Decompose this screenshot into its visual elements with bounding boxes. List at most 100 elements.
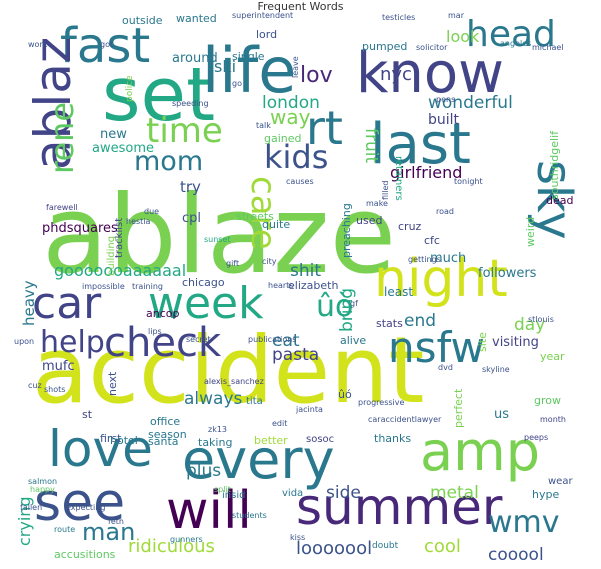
word-taking: taking [198, 436, 232, 449]
word-work: work [28, 40, 48, 49]
word-progressive: progressive [358, 398, 404, 407]
word-streets: streets [236, 210, 274, 223]
word-gooooooaaaaaal: gooooooaaaaaal [54, 261, 186, 280]
word-awesome: awesome [92, 141, 154, 156]
word-followers: followers [478, 266, 537, 281]
word-ancop: ancop [146, 307, 179, 320]
word-hotel: hotel [110, 434, 138, 447]
word-set: set [102, 52, 215, 138]
word-kids: kids [264, 138, 328, 176]
word-route: route [54, 525, 75, 534]
word-phdsquares: phdsquares [42, 221, 118, 236]
word-check: check [104, 320, 222, 366]
word-fallen: fallen [20, 503, 42, 512]
word-office: office [150, 415, 180, 428]
word-around: around [172, 51, 218, 66]
word-much: much [430, 251, 466, 266]
word-mar: mar [448, 11, 465, 20]
word-gunners: gunners [170, 535, 203, 544]
word-testicles: testicles [382, 13, 415, 22]
word-nyc: nyc [380, 64, 412, 85]
word-next: next [106, 371, 119, 396]
word-looooool: looooool [296, 538, 372, 559]
word-alexis-sanchez: alexis_sanchez [204, 377, 264, 386]
word--: ûò [316, 289, 353, 324]
word-vida: vida [282, 488, 303, 499]
word-london: london [262, 93, 320, 113]
word-sunset: sunset [204, 235, 231, 244]
word-accident: accident [32, 317, 424, 424]
word-car: car [32, 278, 102, 329]
word-preaching: preaching [340, 203, 353, 258]
word-jacinta: jacinta [295, 405, 323, 414]
word-will: will [166, 481, 252, 541]
word-first: first [100, 432, 122, 445]
word-cruz: cruz [398, 220, 422, 233]
word-bring: bring [337, 288, 357, 332]
word-crying: crying [15, 496, 34, 546]
word-cuz: cuz [28, 381, 42, 390]
word-lips: lips [148, 327, 162, 336]
word-wear: wear [548, 476, 573, 487]
word-edit: edit [272, 419, 287, 428]
word-week: week [148, 278, 264, 329]
word-wonderful: wonderful [428, 93, 513, 113]
word-impossible: impossible [82, 282, 125, 291]
word-man: man [82, 518, 135, 546]
word-thanks: thanks [374, 432, 411, 445]
word-due: due [144, 207, 159, 216]
word-sky: sky [526, 160, 582, 240]
word-secret: secret [186, 335, 211, 344]
word-lord: lord [256, 28, 277, 41]
word-farewell: farewell [46, 203, 78, 212]
word-alive: alive [340, 334, 366, 347]
word-mufc: mufc [42, 359, 75, 374]
word-insid: insid [222, 490, 245, 501]
word-gift: gift [226, 259, 239, 268]
word-help: help [40, 325, 105, 360]
word-cpl: cpl [182, 211, 201, 226]
word-chicago: chicago [182, 276, 225, 289]
word-cfc: cfc [424, 234, 440, 247]
word-road: road [436, 207, 454, 216]
word-season: season [148, 428, 187, 441]
word-caraccidentlawyer: caraccidentlawyer [368, 415, 442, 424]
word-ablaz: ablaz [24, 37, 82, 170]
word-end: end [404, 311, 436, 331]
word-ablaze: ablaze [42, 173, 396, 298]
word-fruit: fruit [361, 128, 381, 163]
word-kiss: kiss [290, 533, 305, 542]
word-solicitor: solicitor [416, 43, 448, 52]
word-leave: leave [291, 56, 300, 78]
word-least: least [384, 285, 413, 299]
word-filled: filled [381, 181, 390, 200]
word-us: us [494, 407, 509, 422]
word-side: side [326, 483, 361, 503]
word-day: day [514, 315, 545, 335]
word-quite: quite [262, 218, 290, 231]
word-see: see [34, 473, 125, 533]
word-michael: michael [532, 43, 564, 52]
word-retainers: retainers [393, 156, 404, 201]
word-accusitions: accusitions [54, 548, 116, 561]
word-cool: cool [424, 536, 461, 557]
word-southridgelif: southridgelif [548, 130, 561, 200]
word-rt: rt [306, 101, 343, 155]
word-night: night [374, 249, 508, 309]
word-santa: santa [148, 435, 179, 448]
word-love: love [48, 420, 153, 478]
word-tonight: tonight [454, 177, 483, 186]
word-make: make [366, 199, 388, 208]
word-happy: happy [30, 485, 55, 494]
word-dead: dead [546, 194, 573, 207]
word-dvd: dvd [438, 363, 453, 372]
word-year: year [540, 350, 565, 363]
word-rene: rene [43, 102, 81, 174]
word-know: know [356, 41, 504, 106]
word-amp: amp [420, 420, 540, 483]
word-weird: weird [524, 217, 537, 247]
word-grow: grow [534, 394, 561, 407]
word-gettings: gettings [408, 255, 441, 264]
word-stats: stats [376, 317, 403, 330]
word-month: month [540, 415, 566, 424]
